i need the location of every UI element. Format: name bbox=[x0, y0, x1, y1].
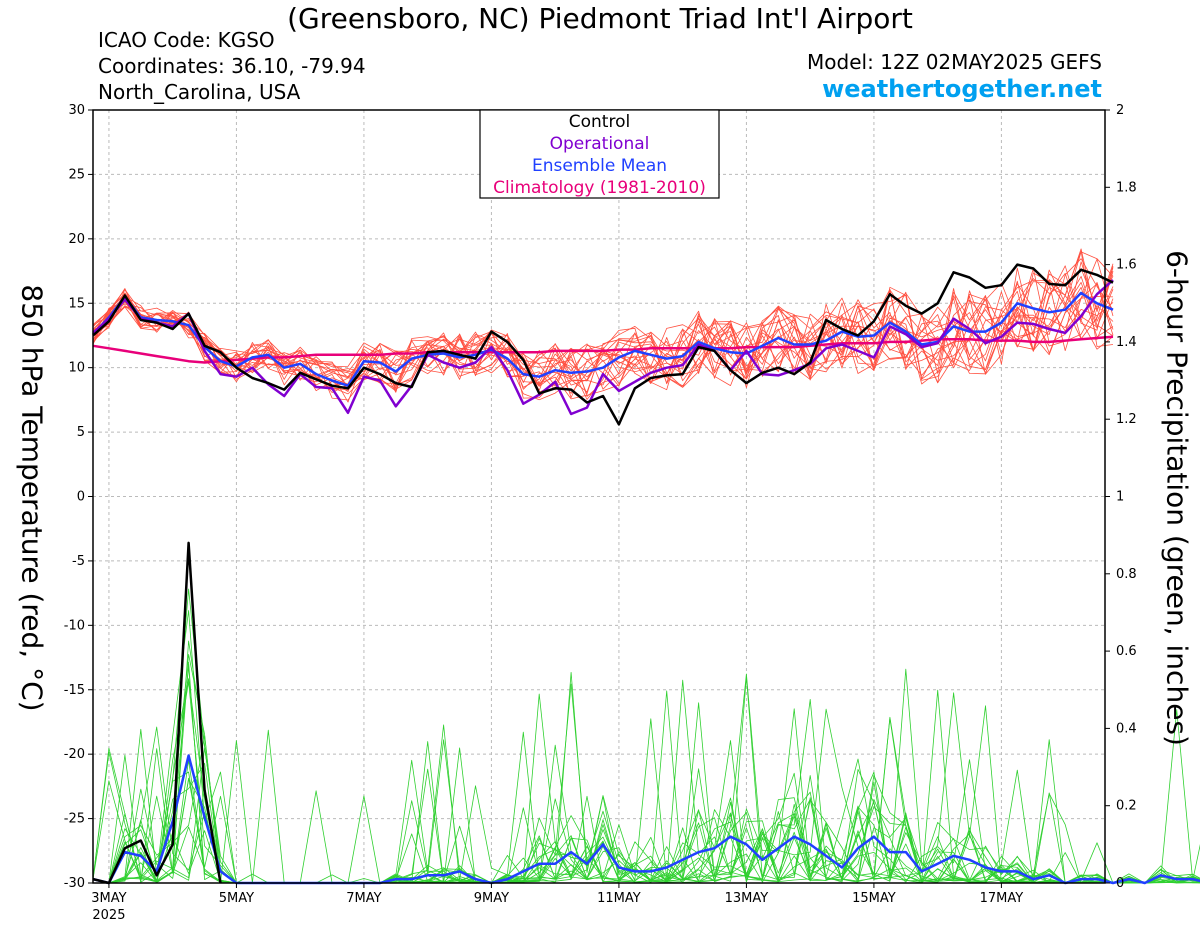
x-tick-label: 9MAY bbox=[474, 891, 509, 906]
coordinates: Coordinates: 36.10, -79.94 bbox=[98, 54, 366, 78]
icao-code: ICAO Code: KGSO bbox=[98, 28, 275, 52]
y-left-tick-label: -15 bbox=[64, 683, 85, 698]
precip-ensemble-member-line bbox=[92, 724, 1200, 884]
y-right-tick-label: 0.6 bbox=[1116, 644, 1137, 659]
y-axis-left-label: 850 hPa Temperature (red, °C) bbox=[15, 284, 49, 712]
precip-ensemble-member-line bbox=[92, 787, 1200, 884]
x-tick-label: 5MAY bbox=[219, 891, 254, 906]
site-link[interactable]: weathertogether.net bbox=[822, 75, 1102, 103]
x-tick-label: 11MAY bbox=[597, 891, 641, 906]
region: North_Carolina, USA bbox=[98, 80, 301, 104]
y-right-tick-label: 0.2 bbox=[1116, 799, 1137, 814]
temp-ensemble-member-line bbox=[92, 289, 1114, 390]
y-left-tick-label: -20 bbox=[64, 747, 85, 762]
x-tick-label: 17MAY bbox=[980, 891, 1024, 906]
y-right-tick-label: 0 bbox=[1116, 876, 1124, 891]
y-left-tick-label: -25 bbox=[64, 812, 85, 827]
y-right-tick-label: 0.8 bbox=[1116, 567, 1137, 582]
y-left-tick-label: 30 bbox=[68, 103, 85, 118]
legend-entry: Operational bbox=[550, 134, 650, 154]
legend-entry: Control bbox=[569, 112, 630, 132]
precip-ensemble-member-line bbox=[92, 754, 1200, 884]
precip-ensemble-mean-line bbox=[92, 754, 1200, 885]
precip-control-line bbox=[92, 541, 222, 885]
y-right-tick-label: 1.4 bbox=[1116, 335, 1137, 350]
temp-ensemble-member-line bbox=[92, 251, 1114, 393]
precip-ensemble-member-line bbox=[92, 588, 1200, 884]
y-right-tick-label: 1.2 bbox=[1116, 412, 1137, 427]
y-right-tick-label: 1 bbox=[1116, 490, 1124, 505]
precip-ensemble-member-line bbox=[92, 610, 1200, 884]
y-axis-right-label: 6-hour Precipitation (green, inches) bbox=[1160, 250, 1194, 746]
model-run: Model: 12Z 02MAY2025 GEFS bbox=[807, 50, 1102, 74]
y-left-tick-label: 15 bbox=[68, 296, 85, 311]
y-left-tick-label: -5 bbox=[72, 554, 85, 569]
y-right-tick-label: 0.4 bbox=[1116, 721, 1137, 736]
x-tick-year-label: 2025 bbox=[92, 908, 125, 923]
legend-entry: Climatology (1981-2010) bbox=[493, 178, 706, 198]
y-left-tick-label: 10 bbox=[68, 361, 85, 376]
y-right-tick-label: 1.8 bbox=[1116, 180, 1137, 195]
y-left-tick-label: 0 bbox=[77, 490, 85, 505]
x-tick-label: 7MAY bbox=[346, 891, 381, 906]
temp-ensemble-member-line bbox=[92, 265, 1114, 397]
legend-entry: Ensemble Mean bbox=[532, 156, 667, 176]
y-left-tick-label: 20 bbox=[68, 232, 85, 247]
precip-ensemble-member-line bbox=[92, 668, 1200, 884]
precip-ensemble-member-line bbox=[92, 640, 1200, 884]
y-right-tick-label: 2 bbox=[1116, 103, 1124, 118]
y-left-tick-label: -10 bbox=[64, 618, 85, 633]
precip-ensemble-member-line bbox=[92, 740, 1200, 884]
temp-ensemble-member-line bbox=[92, 250, 1114, 403]
temp-ensemble-member-line bbox=[92, 290, 1114, 391]
temp-operational-line bbox=[92, 279, 1114, 416]
legend-box bbox=[479, 109, 720, 199]
y-left-tick-label: 25 bbox=[68, 167, 85, 182]
y-left-tick-label: 5 bbox=[77, 425, 85, 440]
x-tick-label: 13MAY bbox=[725, 891, 769, 906]
x-tick-label: 3MAY bbox=[91, 891, 126, 906]
precip-ensemble-member-line bbox=[92, 739, 1200, 884]
temp-ensemble-member-line bbox=[92, 248, 1114, 399]
precip-ensemble-member-line bbox=[92, 665, 1200, 884]
climatology-line bbox=[92, 335, 1114, 364]
precip-ensemble-member-line bbox=[92, 702, 1200, 884]
y-left-tick-label: -30 bbox=[64, 876, 85, 891]
precip-ensemble-member-line bbox=[92, 654, 1200, 884]
temp-control-line bbox=[92, 263, 1114, 426]
precip-ensemble-member-line bbox=[92, 661, 1200, 884]
chart-title: (Greensboro, NC) Piedmont Triad Int'l Ai… bbox=[287, 2, 913, 35]
x-tick-label: 15MAY bbox=[852, 891, 896, 906]
y-right-tick-label: 1.6 bbox=[1116, 258, 1137, 273]
